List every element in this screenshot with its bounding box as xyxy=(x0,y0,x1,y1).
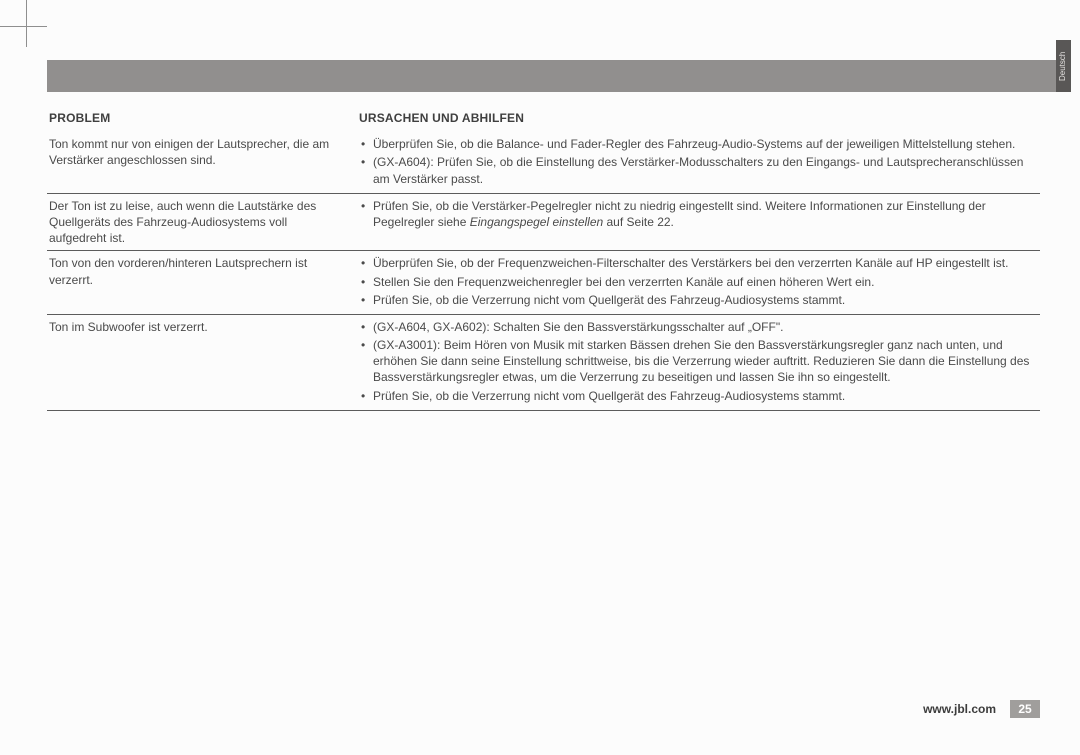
cause-item: (GX-A604, GX-A602): Schalten Sie den Bas… xyxy=(373,319,1030,337)
col-header-cause: URSACHEN UND ABHILFEN xyxy=(357,108,1040,132)
troubleshooting-table: PROBLEM URSACHEN UND ABHILFEN Ton kommt … xyxy=(47,108,1040,411)
content-area: PROBLEM URSACHEN UND ABHILFEN Ton kommt … xyxy=(47,108,1040,411)
table-row: Ton kommt nur von einigen der Lautsprech… xyxy=(47,132,1040,193)
cause-item: Prüfen Sie, ob die Verzerrung nicht vom … xyxy=(373,292,1030,310)
cause-cell: (GX-A604, GX-A602): Schalten Sie den Bas… xyxy=(357,314,1040,409)
cause-list: Überprüfen Sie, ob die Balance- und Fade… xyxy=(359,136,1030,189)
cause-item: Prüfen Sie, ob die Verstärker-Pegelregle… xyxy=(373,198,1030,232)
cause-item: Überprüfen Sie, ob die Balance- und Fade… xyxy=(373,136,1030,154)
cause-cell: Überprüfen Sie, ob die Balance- und Fade… xyxy=(357,132,1040,193)
footer: www.jbl.com 25 xyxy=(47,700,1040,718)
cause-list: Überprüfen Sie, ob der Frequenzweichen-F… xyxy=(359,255,1030,310)
problem-cell: Der Ton ist zu leise, auch wenn die Laut… xyxy=(47,193,357,250)
problem-cell: Ton von den vorderen/hinteren Lautsprech… xyxy=(47,251,357,314)
col-header-problem: PROBLEM xyxy=(47,108,357,132)
language-tab: Deutsch xyxy=(1056,40,1071,92)
cause-item: Prüfen Sie, ob die Verzerrung nicht vom … xyxy=(373,388,1030,406)
cause-item: (GX-A604): Prüfen Sie, ob die Einstellun… xyxy=(373,154,1030,188)
cause-list: Prüfen Sie, ob die Verstärker-Pegelregle… xyxy=(359,198,1030,232)
page: Deutsch PROBLEM URSACHEN UND ABHILFEN To… xyxy=(0,0,1080,755)
problem-cell: Ton kommt nur von einigen der Lautsprech… xyxy=(47,132,357,193)
problem-cell: Ton im Subwoofer ist verzerrt. xyxy=(47,314,357,409)
cause-item: (GX-A3001): Beim Hören von Musik mit sta… xyxy=(373,337,1030,388)
cause-item: Stellen Sie den Frequenzweichenregler be… xyxy=(373,274,1030,292)
cause-cell: Überprüfen Sie, ob der Frequenzweichen-F… xyxy=(357,251,1040,314)
cause-list: (GX-A604, GX-A602): Schalten Sie den Bas… xyxy=(359,319,1030,406)
table-row: Ton von den vorderen/hinteren Lautsprech… xyxy=(47,251,1040,314)
crop-mark-horizontal xyxy=(0,26,47,27)
table-row: Ton im Subwoofer ist verzerrt. (GX-A604, … xyxy=(47,314,1040,409)
cause-item: Überprüfen Sie, ob der Frequenzweichen-F… xyxy=(373,255,1030,273)
crop-mark-vertical xyxy=(26,0,27,47)
cause-cell: Prüfen Sie, ob die Verstärker-Pegelregle… xyxy=(357,193,1040,250)
table-row: Der Ton ist zu leise, auch wenn die Laut… xyxy=(47,193,1040,250)
footer-url: www.jbl.com xyxy=(923,701,996,717)
reference-text: Eingangspegel einstellen xyxy=(470,215,603,229)
page-number: 25 xyxy=(1010,700,1040,718)
row-divider xyxy=(47,410,1040,411)
header-bar xyxy=(47,60,1071,92)
